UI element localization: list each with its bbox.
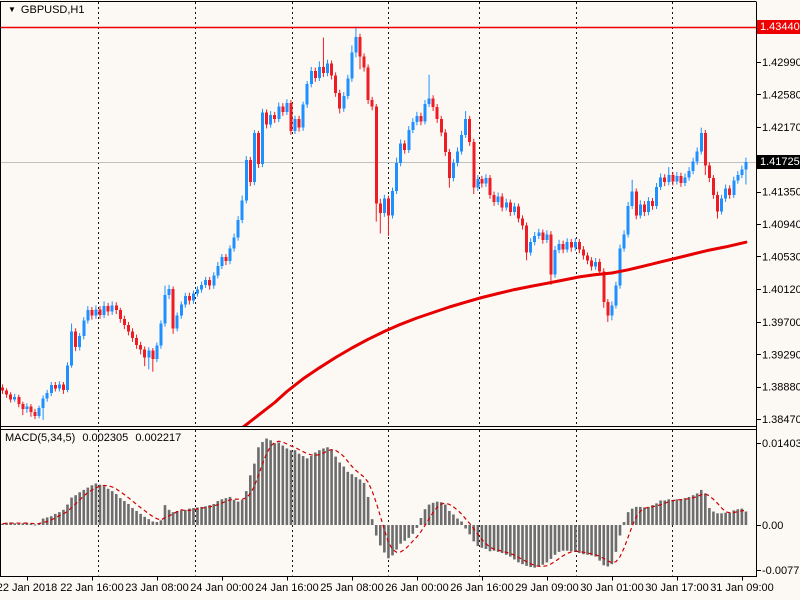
symbol-dropdown-icon[interactable]: ▼ <box>8 5 16 14</box>
svg-text:1.40530: 1.40530 <box>762 251 800 263</box>
svg-text:1.42580: 1.42580 <box>762 89 800 101</box>
svg-text:1.41350: 1.41350 <box>762 187 800 199</box>
svg-text:1.38470: 1.38470 <box>762 414 800 426</box>
svg-text:1.38880: 1.38880 <box>762 382 800 394</box>
svg-text:1.39290: 1.39290 <box>762 349 800 361</box>
svg-text:25 Jan 08:00: 25 Jan 08:00 <box>320 582 384 594</box>
symbol-period-text: GBPUSD,H1 <box>20 4 85 16</box>
svg-text:22 Jan 16:00: 22 Jan 16:00 <box>60 582 124 594</box>
svg-text:26 Jan 16:00: 26 Jan 16:00 <box>450 582 514 594</box>
svg-text:22 Jan 2018: 22 Jan 2018 <box>0 582 57 594</box>
macd-axis: 0.014033 0.00 -0.007713 <box>757 438 800 577</box>
vertical-gridlines <box>98 2 673 576</box>
macd-signal-line <box>2 440 746 568</box>
svg-text:24 Jan 00:00: 24 Jan 00:00 <box>190 582 254 594</box>
svg-text:-0.007713: -0.007713 <box>762 565 800 577</box>
moving-average-line <box>242 240 748 426</box>
svg-text:0.014033: 0.014033 <box>762 438 800 450</box>
macd-title: MACD(5,34,5) <box>5 432 76 444</box>
svg-text:23 Jan 08:00: 23 Jan 08:00 <box>125 582 189 594</box>
svg-text:1.40120: 1.40120 <box>762 284 800 296</box>
macd-main-value: 0.002305 <box>82 432 129 444</box>
svg-text:26 Jan 00:00: 26 Jan 00:00 <box>385 582 449 594</box>
svg-text:1.40940: 1.40940 <box>762 219 800 231</box>
resistance-price-badge: 1.43440 <box>757 20 800 34</box>
macd-signal-value: 0.002217 <box>135 432 182 444</box>
svg-text:24 Jan 16:00: 24 Jan 16:00 <box>255 582 319 594</box>
svg-text:29 Jan 09:00: 29 Jan 09:00 <box>515 582 579 594</box>
price-axis: 1.434001.429901.425801.421701.417601.413… <box>757 25 800 426</box>
panel-borders <box>0 1 757 577</box>
macd-indicator-label: MACD(5,34,5) 0.002305 0.002217 <box>5 432 185 445</box>
candles-layer <box>1 26 748 420</box>
svg-text:30 Jan 01:00: 30 Jan 01:00 <box>580 582 644 594</box>
svg-text:31 Jan 09:00: 31 Jan 09:00 <box>710 582 774 594</box>
symbol-period-label: ▼ GBPUSD,H1 <box>8 4 85 17</box>
svg-text:0.00: 0.00 <box>762 520 783 532</box>
svg-text:1.42170: 1.42170 <box>762 122 800 134</box>
current-price-badge: 1.41725 <box>757 155 800 169</box>
svg-text:1.42990: 1.42990 <box>762 57 800 69</box>
svg-text:30 Jan 17:00: 30 Jan 17:00 <box>645 582 709 594</box>
time-axis: 22 Jan 2018 22 Jan 16:00 23 Jan 08:00 24 Ja… <box>0 577 774 594</box>
svg-text:1.39700: 1.39700 <box>762 317 800 329</box>
macd-histogram <box>1 438 748 568</box>
